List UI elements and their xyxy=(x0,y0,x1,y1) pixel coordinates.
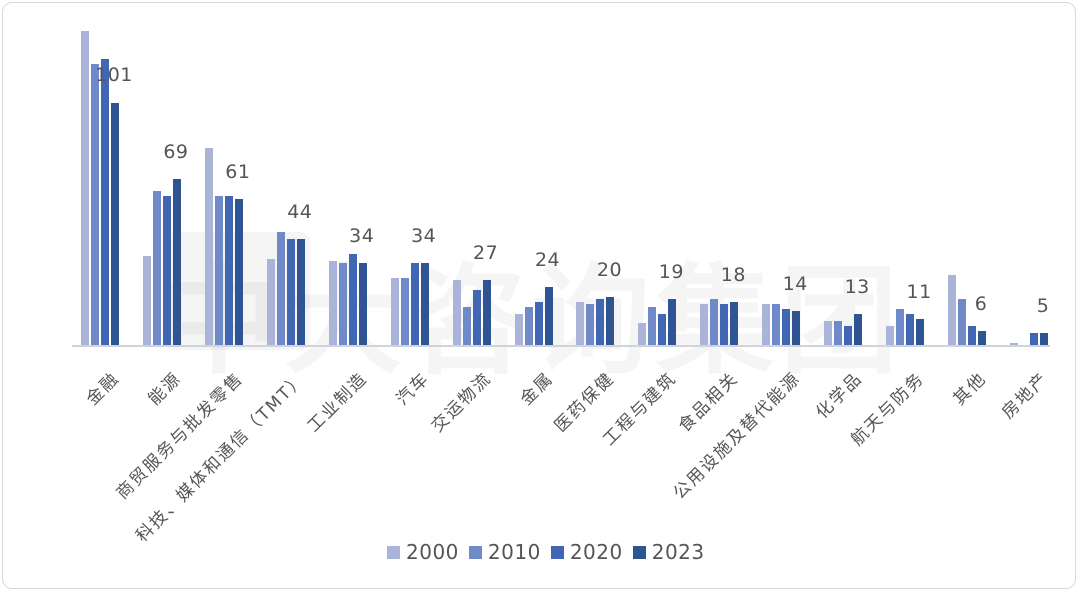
bar-2020[interactable] xyxy=(658,313,667,345)
legend-item-2000[interactable]: 2000 xyxy=(387,540,459,564)
bar-2023[interactable] xyxy=(792,311,801,345)
bar-2023[interactable] xyxy=(482,280,491,345)
bar-2010[interactable] xyxy=(400,277,409,345)
legend-item-2010[interactable]: 2010 xyxy=(468,540,541,564)
bar-2000[interactable] xyxy=(700,304,709,345)
data-label: 69 xyxy=(163,141,189,164)
bar-2000[interactable] xyxy=(576,301,585,345)
bar-2020[interactable] xyxy=(101,59,109,345)
bar-2010[interactable] xyxy=(586,304,595,345)
bar-2023[interactable] xyxy=(420,263,429,345)
bar-2023[interactable] xyxy=(358,263,367,345)
legend-label: 2000 xyxy=(406,540,459,564)
legend-swatch-2020 xyxy=(550,545,564,559)
bar-2020[interactable] xyxy=(720,304,729,345)
legend-label: 2023 xyxy=(651,540,705,564)
bar-2000[interactable] xyxy=(328,261,337,345)
data-label: 44 xyxy=(287,201,313,224)
bar-2023[interactable] xyxy=(544,287,553,345)
bar-2023[interactable] xyxy=(668,299,677,345)
data-label: 14 xyxy=(782,273,808,296)
bar-2000[interactable] xyxy=(948,275,957,345)
data-label: 27 xyxy=(473,242,499,265)
legend-swatch-2000 xyxy=(387,545,400,559)
data-label: 34 xyxy=(349,225,375,248)
data-label: 6 xyxy=(974,292,988,315)
data-label: 61 xyxy=(225,160,251,183)
legend: 2000 2010 2020 2023 xyxy=(387,540,707,564)
bar-2023[interactable] xyxy=(730,301,739,345)
bar-2023[interactable] xyxy=(172,179,181,345)
legend-swatch-2023 xyxy=(632,545,646,559)
bar-2010[interactable] xyxy=(896,309,905,345)
bar-2000[interactable] xyxy=(1010,342,1018,345)
data-label: 24 xyxy=(534,249,561,272)
bar-2000[interactable] xyxy=(514,313,523,345)
bar-2020[interactable] xyxy=(596,299,605,345)
bar-2000[interactable] xyxy=(886,325,895,345)
bar-2020[interactable] xyxy=(534,301,543,345)
data-label: 5 xyxy=(1036,295,1050,317)
x-axis-label: 房地产 xyxy=(998,368,1053,423)
bar-2020[interactable] xyxy=(1030,333,1038,345)
bar-2010[interactable] xyxy=(834,321,843,345)
x-axis-label: 金融 xyxy=(82,368,124,410)
bar-2000[interactable] xyxy=(204,148,213,345)
bar-2010[interactable] xyxy=(338,263,347,345)
bar-2020[interactable] xyxy=(472,289,481,345)
bar-2000[interactable] xyxy=(452,280,461,345)
bar-2023[interactable] xyxy=(854,313,863,345)
data-label: 18 xyxy=(720,263,746,286)
bar-2010[interactable] xyxy=(91,64,99,345)
bar-2010[interactable] xyxy=(462,306,471,345)
bar-2010[interactable] xyxy=(524,306,533,345)
data-label: 101 xyxy=(95,64,133,86)
x-axis-line xyxy=(72,345,1050,347)
bar-2020[interactable] xyxy=(410,263,419,345)
bar-2020[interactable] xyxy=(844,325,853,345)
data-label: 13 xyxy=(844,275,870,298)
legend-item-2023[interactable]: 2023 xyxy=(632,540,705,564)
bar-2020[interactable] xyxy=(968,325,977,345)
legend-label: 2020 xyxy=(569,540,623,564)
bar-2023[interactable] xyxy=(916,318,925,345)
bar-2000[interactable] xyxy=(266,258,275,345)
legend-label: 2010 xyxy=(487,540,541,564)
bar-2010[interactable] xyxy=(276,232,285,345)
bar-2000[interactable] xyxy=(638,323,647,345)
bar-2020[interactable] xyxy=(348,253,357,345)
bar-2020[interactable] xyxy=(906,313,915,345)
legend-swatch-2010 xyxy=(468,545,482,559)
bar-2000[interactable] xyxy=(390,277,399,345)
bar-2023[interactable] xyxy=(111,102,119,345)
bar-2000[interactable] xyxy=(81,30,89,345)
data-label: 19 xyxy=(658,261,684,284)
bar-2000[interactable] xyxy=(142,256,151,345)
bar-2023[interactable] xyxy=(296,239,305,345)
bar-2010[interactable] xyxy=(958,299,967,345)
x-axis-label: 其他 xyxy=(949,368,991,410)
bar-2023[interactable] xyxy=(978,330,987,345)
bar-2000[interactable] xyxy=(824,321,833,345)
bar-2023[interactable] xyxy=(234,198,243,345)
bar-2010[interactable] xyxy=(648,306,657,345)
bar-2010[interactable] xyxy=(214,196,223,345)
bar-2020[interactable] xyxy=(782,309,791,345)
bar-2010[interactable] xyxy=(710,299,719,345)
data-label: 11 xyxy=(906,280,932,303)
data-label: 20 xyxy=(596,259,623,281)
bar-2020[interactable] xyxy=(162,196,171,345)
data-label: 34 xyxy=(411,225,437,248)
legend-item-2020[interactable]: 2020 xyxy=(550,540,623,564)
bar-2020[interactable] xyxy=(224,196,233,345)
bar-2010[interactable] xyxy=(152,191,161,345)
bar-2010[interactable] xyxy=(772,304,781,345)
bar-2023[interactable] xyxy=(606,297,615,345)
bar-2023[interactable] xyxy=(1040,333,1048,345)
bar-2000[interactable] xyxy=(762,304,771,345)
bar-2020[interactable] xyxy=(286,239,295,345)
